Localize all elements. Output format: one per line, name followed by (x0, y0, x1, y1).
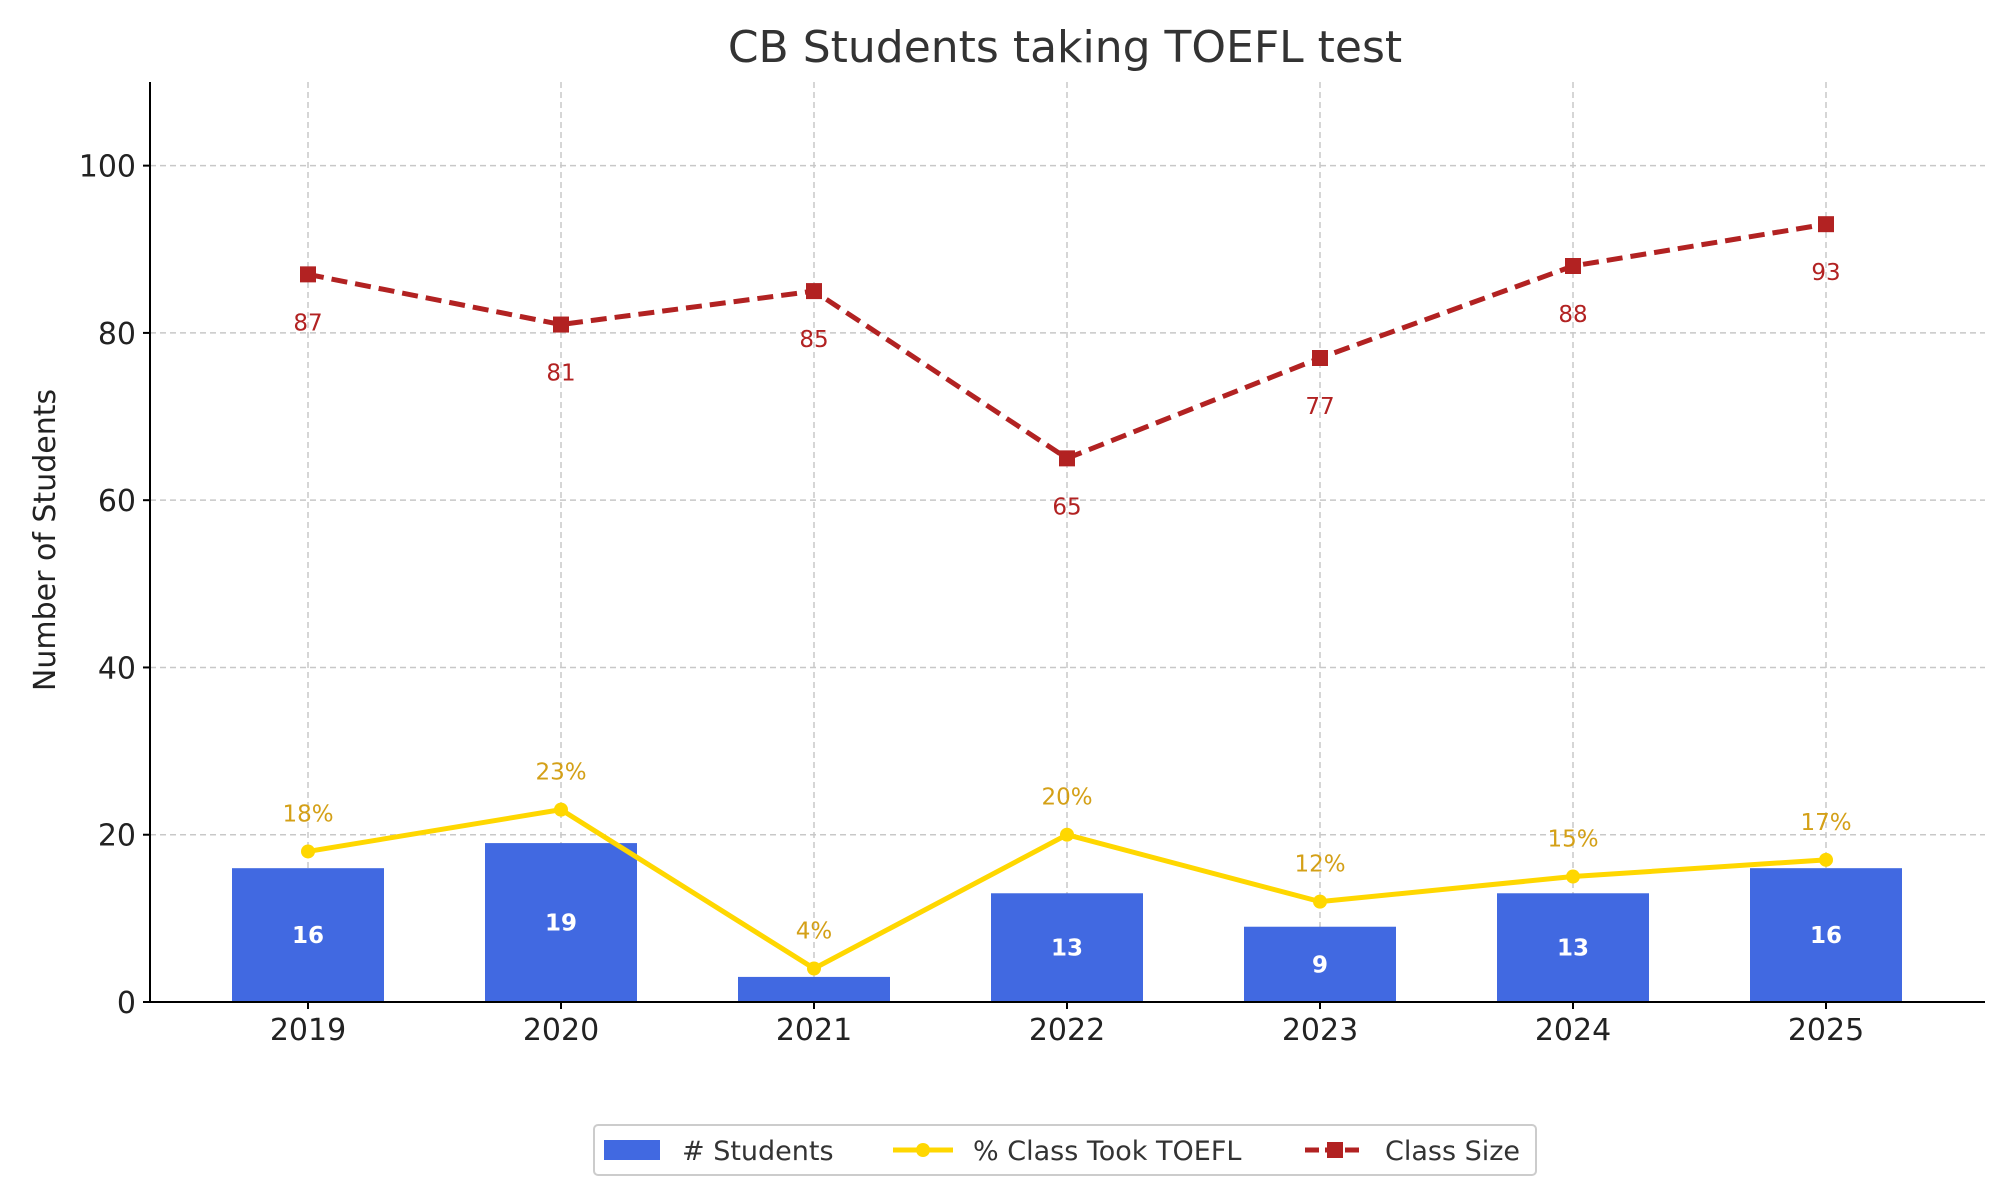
bar-value-label: 13 (1051, 936, 1083, 962)
chart-title: CB Students taking TOEFL test (728, 22, 1402, 73)
y-axis-label: Number of Students (28, 389, 63, 691)
percent-point (1060, 827, 1074, 842)
x-tick-label: 2021 (776, 1013, 852, 1048)
bar (1244, 926, 1396, 1002)
bar-value-label: 19 (545, 911, 577, 937)
bar (232, 868, 384, 1002)
line-series (300, 216, 1834, 976)
legend-label-class-size: Class Size (1385, 1136, 1520, 1167)
bar-series (232, 843, 1902, 1002)
percent-point (554, 802, 568, 817)
x-tick-label: 2019 (270, 1013, 346, 1048)
class-size-value-label: 81 (546, 361, 575, 387)
legend-label-students: # Students (682, 1136, 834, 1167)
class-size-value-label: 85 (799, 327, 828, 353)
class-size-point (1818, 216, 1834, 233)
class-size-point (553, 316, 569, 333)
x-tick-label: 2024 (1535, 1013, 1611, 1048)
class-size-value-label: 77 (1305, 394, 1334, 420)
class-size-point (806, 283, 822, 300)
percent-value-label: 12% (1294, 852, 1345, 878)
grid-lines (150, 82, 1985, 1002)
y-tick-label: 80 (98, 317, 136, 352)
legend-box (593, 1124, 1537, 1176)
class-size-point (1565, 258, 1581, 274)
class-size-point (1059, 450, 1075, 467)
class-size-value-label: 65 (1052, 494, 1081, 520)
bar-value-label: 16 (292, 923, 324, 949)
y-tick-label: 60 (98, 484, 136, 519)
x-tick-label: 2020 (523, 1013, 599, 1048)
y-tick-label: 100 (79, 150, 136, 185)
percent-point (1819, 852, 1833, 867)
y-tick-label: 20 (98, 819, 136, 854)
class-size-point (300, 266, 316, 283)
bar (1750, 868, 1902, 1002)
bar (738, 976, 890, 1002)
percent-value-label: 17% (1800, 810, 1851, 836)
percent-value-label: 15% (1547, 827, 1598, 853)
bar-value-label: 9 (1312, 952, 1328, 978)
bar (1497, 893, 1649, 1002)
bar (485, 843, 637, 1002)
legend-marker-class-size (1327, 1142, 1343, 1158)
percent-point (301, 844, 315, 859)
axes: 0 20 40 60 80 100 2019 2020 2021 2022 2023 2024 2025 (79, 82, 1985, 1048)
legend-label-percent: % Class Took TOEFL (973, 1136, 1241, 1167)
percent-point (1566, 869, 1580, 884)
bar-value-label: 16 (1810, 923, 1842, 949)
legend-swatch-students (604, 1140, 660, 1160)
class-size-value-label: 87 (293, 310, 322, 336)
percent-point (807, 961, 821, 976)
class-size-value-label: 88 (1558, 302, 1587, 328)
class-size-point (1312, 350, 1328, 366)
bar (991, 893, 1143, 1002)
legend-marker-percent (916, 1143, 930, 1157)
x-tick-label: 2023 (1282, 1013, 1358, 1048)
data-labels: 16 19 13 9 13 16 18% 23% 4% 20% 12% 15% 17% 87 81 85 65 7… (282, 260, 1851, 978)
percent-value-label: 18% (282, 801, 333, 827)
percent-value-label: 23% (535, 760, 586, 786)
percent-point (1313, 894, 1327, 909)
y-tick-label: 40 (98, 651, 136, 686)
x-tick-label: 2025 (1788, 1013, 1864, 1048)
class-size-value-label: 93 (1811, 260, 1840, 286)
percent-value-label: 20% (1041, 785, 1092, 811)
legend: # Students % Class Took TOEFL Class Size (593, 1124, 1537, 1176)
y-tick-label: 0 (117, 986, 136, 1021)
percent-value-label: 4% (796, 919, 833, 945)
x-tick-label: 2022 (1029, 1013, 1105, 1048)
bar-value-label: 13 (1557, 936, 1589, 962)
